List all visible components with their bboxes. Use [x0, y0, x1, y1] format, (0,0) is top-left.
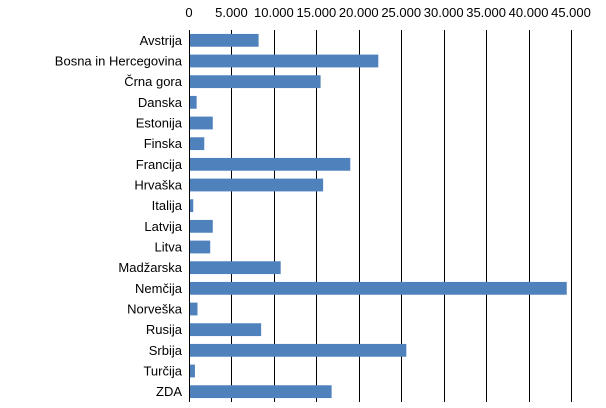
category-label: Srbija	[149, 343, 183, 358]
x-tick-label: 30.000	[424, 5, 464, 20]
x-tick-label: 20.000	[339, 5, 379, 20]
category-label: ZDA	[156, 384, 182, 399]
category-label: Rusija	[146, 322, 183, 337]
bar	[189, 323, 262, 337]
category-label: Norveška	[127, 302, 183, 317]
x-tick-label: 35.000	[466, 5, 506, 20]
bar	[189, 33, 259, 47]
bar	[189, 240, 211, 254]
bar	[189, 199, 194, 213]
x-tick-label: 40.000	[509, 5, 549, 20]
x-tick-label: 0	[185, 5, 192, 20]
bar	[189, 178, 324, 192]
bar	[189, 302, 198, 316]
bar	[189, 157, 351, 171]
bar	[189, 116, 213, 130]
bar	[189, 343, 407, 357]
category-label: Litva	[155, 240, 183, 255]
category-labels: Avstrija Bosna in Hercegovina Črna gora Dan…	[55, 33, 183, 399]
bar	[189, 385, 332, 399]
category-label: Bosna in Hercegovina	[55, 54, 183, 69]
bar	[189, 75, 321, 89]
bar	[189, 95, 197, 109]
category-label: Avstrija	[140, 33, 183, 48]
x-tick-label: 5.000	[215, 5, 248, 20]
bars	[189, 33, 567, 399]
category-label: Turčija	[143, 364, 182, 379]
x-tick-labels: 0 5.000 10.000 15.000 20.000 25.000 30.000 35.0…	[185, 5, 591, 20]
category-label: Finska	[144, 136, 183, 151]
category-label: Madžarska	[118, 260, 182, 275]
bar	[189, 54, 379, 68]
x-tick-label: 25.000	[381, 5, 421, 20]
bar	[189, 281, 567, 295]
bar	[189, 137, 205, 151]
x-tick-label: 10.000	[254, 5, 294, 20]
category-label: Latvija	[144, 219, 182, 234]
category-label: Francija	[136, 157, 183, 172]
bar	[189, 219, 213, 233]
gridlines	[189, 30, 572, 402]
category-label: Hrvaška	[134, 178, 182, 193]
category-label: Estonija	[136, 116, 183, 131]
bar	[189, 364, 195, 378]
category-label: Danska	[138, 95, 183, 110]
category-label: Italija	[152, 198, 183, 213]
bar	[189, 261, 281, 275]
x-tick-label: 15.000	[296, 5, 336, 20]
category-label: Nemčija	[135, 281, 183, 296]
category-label: Črna gora	[124, 74, 183, 89]
x-tick-label: 45.000	[551, 5, 591, 20]
